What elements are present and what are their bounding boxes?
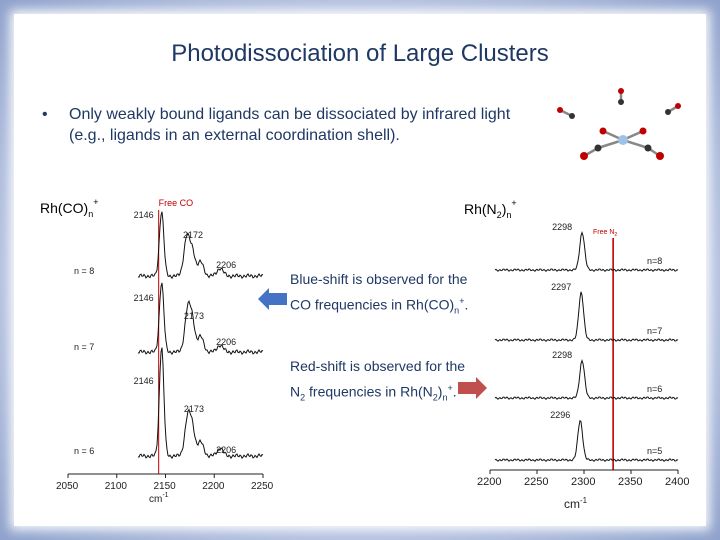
n2-spectrum-trace (494, 359, 679, 401)
peak-label: 2206 (216, 260, 236, 270)
peak-label: 2206 (216, 445, 236, 455)
co-spectrum-trace (137, 347, 264, 460)
n2-spectrum-trace (494, 231, 679, 273)
x-tick-label: 2050 (56, 481, 79, 492)
co-spectrum-trace (137, 282, 264, 356)
x-tick-label: 2200 (477, 476, 501, 488)
chart-rh-co: Rh(CO)n+ Free CO n = 8 2146 2172 2206 n = 7 2… (40, 197, 274, 505)
x-tick-label: 2200 (202, 481, 225, 492)
x-tick-label: 2400 (665, 476, 689, 488)
x-tick-label: 2250 (524, 476, 548, 488)
x-tick-label: 2350 (618, 476, 642, 488)
series-label: n=5 (647, 446, 662, 456)
chart-n2-xlabel: cm-1 (564, 496, 588, 511)
n2-spectrum-trace (494, 419, 679, 463)
series-label: n=7 (647, 326, 662, 336)
peak-label: 2173 (184, 404, 204, 414)
free-n2-label: Free N2 (593, 229, 617, 238)
chart-rh-n2: Rh(N2)n+ Free N2 2298 n=8 2297 n=7 2298 n=6 22… (464, 198, 689, 511)
peak-label: 2297 (551, 282, 571, 292)
free-co-label: Free CO (159, 198, 194, 208)
bullet-text: Only weakly bound ligands can be dissoci… (69, 106, 511, 144)
peak-label: 2172 (183, 230, 203, 240)
series-label: n=8 (647, 256, 662, 266)
red-shift-note: Red-shift is observed for the N2 frequen… (290, 358, 466, 403)
series-label: n = 8 (74, 266, 94, 276)
x-tick-label: 2250 (251, 481, 274, 492)
peak-label: 2173 (184, 311, 204, 321)
peak-label: 2298 (552, 222, 572, 232)
x-tick-label: 2300 (571, 476, 595, 488)
peak-label: 2206 (216, 337, 236, 347)
x-tick-label: 2150 (154, 481, 177, 492)
series-label: n = 7 (74, 342, 94, 352)
molecule-illustration (557, 88, 681, 160)
peak-label: 2298 (552, 350, 572, 360)
peak-label: 2146 (134, 210, 154, 220)
chart-n2-label: Rh(N2)n+ (464, 198, 517, 220)
slide-title: Photodissociation of Large Clusters (171, 40, 549, 67)
series-label: n=6 (647, 384, 662, 394)
blue-left-arrow (258, 288, 287, 310)
peak-label: 2146 (134, 376, 154, 386)
chart-co-xlabel: cm-1 (149, 492, 169, 505)
series-label: n = 6 (74, 446, 94, 456)
peak-label: 2296 (550, 410, 570, 420)
red-right-arrow (458, 377, 487, 399)
blue-shift-note: Blue-shift is observed for the CO freque… (290, 271, 469, 316)
peak-label: 2146 (134, 293, 154, 303)
rhodium-atom (618, 135, 628, 145)
x-tick-label: 2100 (105, 481, 128, 492)
bullet-marker: • (42, 106, 48, 123)
chart-co-label: Rh(CO)n+ (40, 197, 99, 219)
n2-spectrum-trace (494, 291, 679, 343)
co-spectrum-trace (137, 211, 264, 280)
